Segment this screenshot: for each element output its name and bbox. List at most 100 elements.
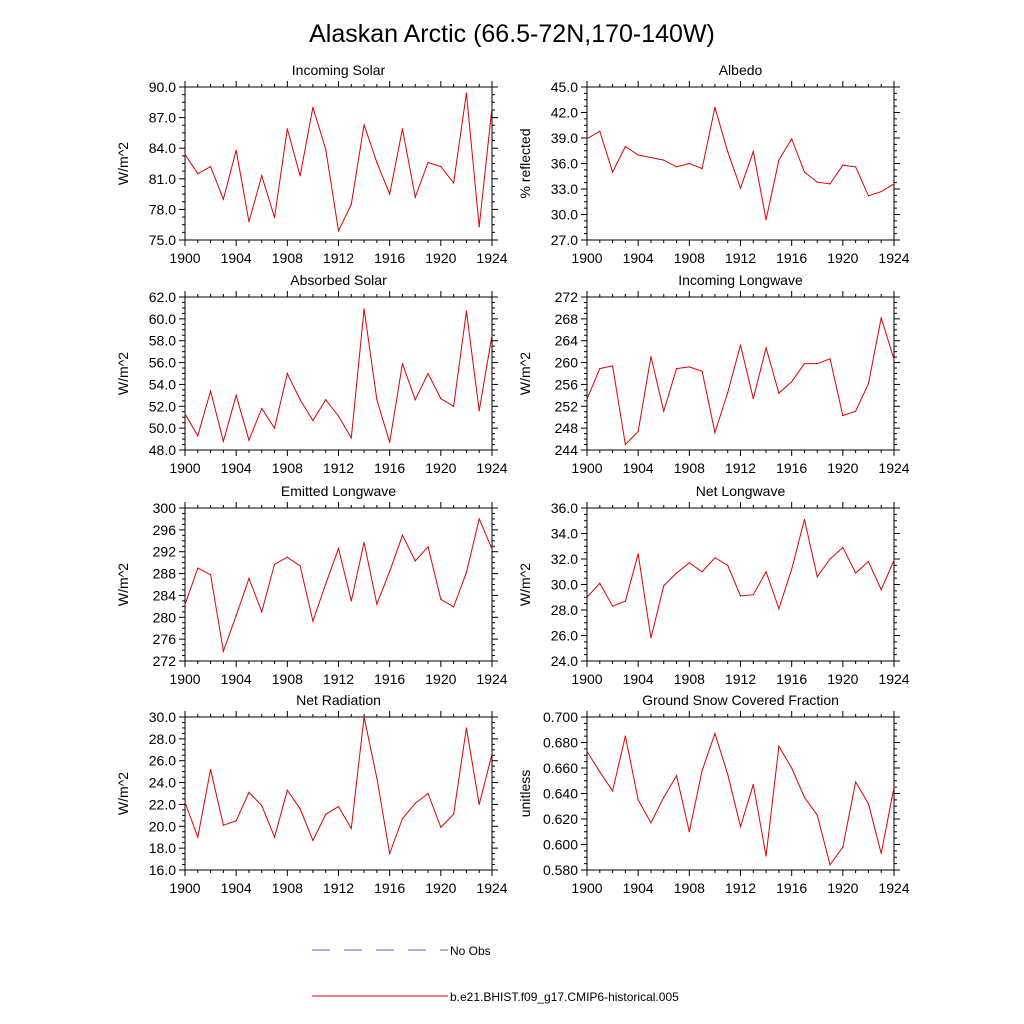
y-axis-label: W/m^2	[115, 352, 131, 395]
data-point	[350, 600, 352, 602]
data-point	[376, 777, 378, 779]
x-tick-label: 1908	[674, 460, 705, 476]
y-tick-label: 16.0	[149, 862, 176, 878]
data-point	[478, 410, 480, 412]
data-point	[414, 802, 416, 804]
x-tick-label: 1916	[374, 460, 405, 476]
y-axis-label: W/m^2	[517, 352, 533, 395]
data-point	[829, 358, 831, 360]
data-point	[714, 431, 716, 434]
y-tick-label: 54.0	[149, 376, 176, 392]
data-point	[752, 151, 754, 153]
data-point	[701, 168, 703, 170]
data-point	[714, 557, 716, 559]
data-point	[414, 196, 416, 198]
x-tick-label: 1908	[272, 880, 303, 896]
x-tick-label: 1920	[425, 880, 456, 896]
y-tick-label: 42.0	[551, 105, 578, 121]
data-point	[739, 826, 742, 828]
chart-panels: Incoming Solar W/m^2 75.0 78.0 81.0 84.0 87.0 9…	[115, 62, 910, 896]
data-point	[586, 596, 588, 598]
data-point	[765, 219, 767, 221]
y-tick-label: 48.0	[149, 442, 176, 458]
data-point	[299, 565, 301, 567]
data-point	[803, 363, 806, 365]
data-point	[599, 771, 601, 773]
data-point	[867, 195, 870, 197]
data-point	[440, 398, 442, 400]
data-point	[867, 803, 870, 805]
y-tick-label: 252	[555, 398, 579, 414]
y-tick-label: 272	[153, 653, 177, 669]
data-point	[222, 650, 224, 652]
data-point	[350, 827, 352, 830]
x-tick-label: 1916	[776, 671, 807, 687]
data-point	[427, 792, 429, 795]
data-point	[261, 175, 263, 177]
y-tick-label: 30.0	[551, 207, 578, 223]
data-point	[599, 367, 601, 370]
x-tick-label: 1916	[776, 250, 807, 266]
data-point	[222, 198, 224, 200]
data-point	[586, 750, 588, 753]
panel-title: Incoming Longwave	[678, 272, 803, 288]
data-point	[586, 398, 588, 400]
data-point	[286, 556, 288, 558]
data-point	[893, 183, 895, 185]
data-point	[209, 165, 212, 168]
y-tick-label: 22.0	[149, 796, 176, 812]
data-point	[478, 803, 480, 806]
data-point	[778, 608, 780, 610]
data-point	[586, 138, 588, 140]
y-tick-label: 28.0	[149, 731, 176, 747]
data-point	[478, 518, 480, 520]
data-point	[440, 826, 442, 828]
data-point	[235, 149, 237, 151]
data-point	[842, 414, 844, 417]
y-tick-label: 244	[555, 442, 579, 458]
y-tick-label: 280	[153, 609, 177, 625]
data-point	[286, 128, 288, 130]
y-tick-label: 300	[153, 500, 177, 516]
data-point	[337, 806, 340, 808]
x-tick-label: 1912	[725, 880, 756, 896]
data-point	[675, 367, 678, 370]
data-point	[650, 156, 652, 159]
data-point	[389, 193, 391, 195]
panel-title: Absorbed Solar	[290, 272, 387, 288]
data-point	[842, 546, 844, 549]
data-point	[829, 558, 831, 560]
y-tick-label: 264	[555, 333, 579, 349]
x-tick-label: 1912	[323, 671, 354, 687]
y-tick-label: 52.0	[149, 398, 176, 414]
data-point	[727, 392, 729, 394]
data-point	[867, 383, 870, 385]
data-point	[803, 171, 806, 173]
data-point	[688, 831, 690, 833]
panel-title: Net Radiation	[296, 692, 381, 708]
data-point	[855, 572, 857, 574]
data-point	[739, 595, 742, 597]
data-point	[599, 130, 601, 132]
data-point	[701, 769, 703, 772]
x-tick-label: 1900	[571, 671, 602, 687]
data-point	[273, 427, 276, 429]
data-point	[363, 541, 365, 544]
data-point	[376, 161, 378, 164]
data-point	[727, 151, 729, 153]
y-tick-label: 20.0	[149, 818, 176, 834]
panel-7: Net Radiation W/m^2 16.0 18.0 20.0 22.0 24.0 26…	[115, 692, 508, 896]
y-tick-label: 58.0	[149, 333, 176, 349]
data-point	[273, 216, 276, 219]
x-tick-label: 1904	[221, 460, 252, 476]
data-point	[663, 159, 665, 161]
data-point	[440, 598, 442, 600]
data-point	[701, 571, 703, 573]
data-point	[453, 813, 455, 815]
x-tick-label: 1920	[827, 250, 858, 266]
data-point	[663, 585, 665, 587]
data-point	[401, 534, 404, 536]
x-tick-label: 1924	[878, 671, 909, 687]
